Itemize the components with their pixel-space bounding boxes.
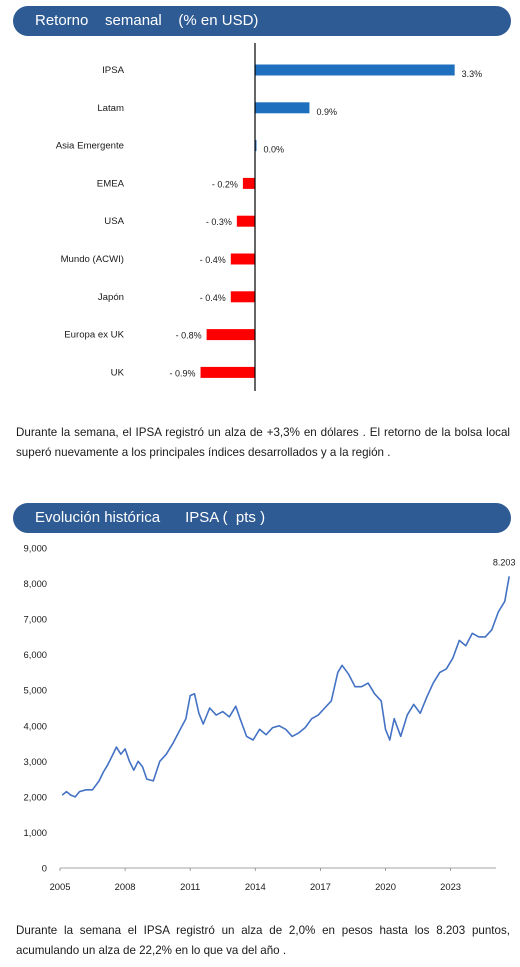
bar — [230, 253, 255, 265]
bar — [206, 329, 255, 341]
weekly-return-title: Retorno semanal (% en USD) — [35, 12, 259, 29]
y-tick-label: 9,000 — [24, 543, 47, 554]
y-tick-label: 6,000 — [24, 649, 47, 660]
x-tick-label: 2011 — [180, 881, 200, 892]
x-tick-label: 2014 — [245, 881, 266, 892]
y-tick-label: 1,000 — [24, 827, 47, 838]
last-value-label: 8.203 — [493, 557, 516, 567]
bar-category-label: Asia Emergente — [56, 141, 124, 152]
bar-value-label: - 0.9% — [170, 368, 196, 378]
bar-category-label: EMEA — [97, 178, 125, 189]
weekly-return-paragraph: Durante la semana, el IPSA registró un a… — [16, 426, 510, 459]
bar-category-label: USA — [104, 216, 124, 227]
bar-category-label: Latam — [97, 103, 124, 114]
bar-value-label: 0.9% — [316, 107, 337, 117]
bar-value-label: - 0.4% — [200, 255, 226, 265]
bar — [230, 291, 255, 303]
bar-value-label: 0.0% — [264, 145, 285, 155]
ipsa-history-title: Evolución histórica IPSA ( pts ) — [35, 509, 266, 526]
ipsa-history-paragraph: Durante la semana el IPSA registró un al… — [16, 924, 510, 957]
weekly-return-header: Retorno semanal (% en USD) — [13, 6, 511, 36]
x-tick-label: 2005 — [50, 881, 71, 892]
bar-value-label: - 0.4% — [200, 293, 226, 303]
bar-value-label: - 0.2% — [212, 179, 238, 189]
x-tick-label: 2008 — [115, 881, 136, 892]
weekly-return-bar-chart: IPSA 3.3% Latam 0.9% Asia Emergente 0.0% EMEA -… — [56, 43, 483, 391]
y-tick-label: 8,000 — [24, 578, 47, 589]
bar-category-label: Japón — [98, 292, 124, 303]
bar — [242, 177, 255, 189]
y-tick-label: 0 — [42, 863, 47, 874]
x-tick-label: 2017 — [310, 881, 331, 892]
bar-category-label: UK — [111, 367, 125, 378]
bar-value-label: 3.3% — [462, 69, 483, 79]
y-tick-label: 7,000 — [24, 614, 47, 625]
bar — [255, 140, 257, 152]
y-tick-label: 5,000 — [24, 685, 47, 696]
ipsa-series-line — [61, 576, 510, 798]
bar — [255, 64, 455, 76]
y-tick-label: 3,000 — [24, 756, 47, 767]
bar — [255, 102, 310, 114]
bar — [200, 366, 255, 378]
bar-category-label: IPSA — [102, 65, 124, 76]
ipsa-history-header: Evolución histórica IPSA ( pts ) — [13, 503, 511, 533]
bar — [236, 215, 255, 227]
x-tick-label: 2020 — [375, 881, 396, 892]
bar-category-label: Europa ex UK — [64, 330, 124, 341]
y-tick-label: 2,000 — [24, 791, 47, 802]
ipsa-history-line-chart: 9,000 8,000 7,000 6,000 5,000 4,000 3,000 2,000… — [24, 543, 516, 893]
bar-value-label: - 0.3% — [206, 217, 232, 227]
bar-category-label: Mundo (ACWI) — [61, 254, 124, 265]
y-tick-label: 4,000 — [24, 720, 47, 731]
bar-value-label: - 0.8% — [176, 331, 202, 341]
x-tick-label: 2023 — [440, 881, 461, 892]
